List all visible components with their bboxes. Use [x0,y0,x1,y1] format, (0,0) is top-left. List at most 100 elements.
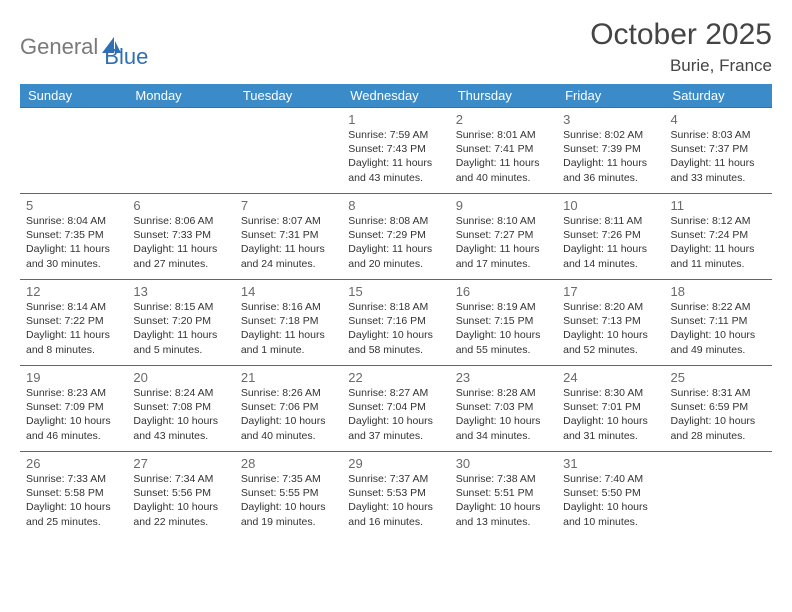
day-details: Sunrise: 8:03 AMSunset: 7:37 PMDaylight:… [671,128,766,185]
day-cell: 10Sunrise: 8:11 AMSunset: 7:26 PMDayligh… [557,194,664,280]
day-number: 22 [348,370,443,385]
day-details: Sunrise: 8:30 AMSunset: 7:01 PMDaylight:… [563,386,658,443]
day-cell: 14Sunrise: 8:16 AMSunset: 7:18 PMDayligh… [235,280,342,366]
day-number: 2 [456,112,551,127]
day-cell: 21Sunrise: 8:26 AMSunset: 7:06 PMDayligh… [235,366,342,452]
logo-word-1: General [20,34,98,60]
day-number: 15 [348,284,443,299]
day-cell: 12Sunrise: 8:14 AMSunset: 7:22 PMDayligh… [20,280,127,366]
logo: General Blue [20,18,148,70]
month-title: October 2025 [590,18,772,52]
day-details: Sunrise: 7:37 AMSunset: 5:53 PMDaylight:… [348,472,443,529]
day-number: 26 [26,456,121,471]
weekday-header: Friday [557,84,664,108]
day-number: 17 [563,284,658,299]
weekday-header: Monday [127,84,234,108]
day-number: 3 [563,112,658,127]
day-cell: 2Sunrise: 8:01 AMSunset: 7:41 PMDaylight… [450,108,557,194]
weekday-header-row: SundayMondayTuesdayWednesdayThursdayFrid… [20,84,772,108]
day-details: Sunrise: 7:34 AMSunset: 5:56 PMDaylight:… [133,472,228,529]
day-number: 13 [133,284,228,299]
day-details: Sunrise: 8:20 AMSunset: 7:13 PMDaylight:… [563,300,658,357]
day-details: Sunrise: 8:16 AMSunset: 7:18 PMDaylight:… [241,300,336,357]
logo-word-2: Blue [104,24,148,70]
day-details: Sunrise: 8:04 AMSunset: 7:35 PMDaylight:… [26,214,121,271]
day-details: Sunrise: 8:19 AMSunset: 7:15 PMDaylight:… [456,300,551,357]
empty-cell [127,108,234,194]
day-details: Sunrise: 8:26 AMSunset: 7:06 PMDaylight:… [241,386,336,443]
week-row: 1Sunrise: 7:59 AMSunset: 7:43 PMDaylight… [20,108,772,194]
day-details: Sunrise: 7:38 AMSunset: 5:51 PMDaylight:… [456,472,551,529]
day-number: 16 [456,284,551,299]
day-cell: 26Sunrise: 7:33 AMSunset: 5:58 PMDayligh… [20,452,127,538]
day-number: 5 [26,198,121,213]
weekday-header: Tuesday [235,84,342,108]
weekday-header: Saturday [665,84,772,108]
day-number: 1 [348,112,443,127]
day-cell: 17Sunrise: 8:20 AMSunset: 7:13 PMDayligh… [557,280,664,366]
day-number: 30 [456,456,551,471]
day-number: 10 [563,198,658,213]
top-bar: General Blue October 2025 Burie, France [20,18,772,76]
week-row: 5Sunrise: 8:04 AMSunset: 7:35 PMDaylight… [20,194,772,280]
calendar-body: 1Sunrise: 7:59 AMSunset: 7:43 PMDaylight… [20,108,772,538]
day-cell: 22Sunrise: 8:27 AMSunset: 7:04 PMDayligh… [342,366,449,452]
empty-cell [235,108,342,194]
day-cell: 31Sunrise: 7:40 AMSunset: 5:50 PMDayligh… [557,452,664,538]
day-cell: 27Sunrise: 7:34 AMSunset: 5:56 PMDayligh… [127,452,234,538]
day-details: Sunrise: 8:22 AMSunset: 7:11 PMDaylight:… [671,300,766,357]
location: Burie, France [590,56,772,76]
day-number: 29 [348,456,443,471]
day-cell: 9Sunrise: 8:10 AMSunset: 7:27 PMDaylight… [450,194,557,280]
day-details: Sunrise: 8:06 AMSunset: 7:33 PMDaylight:… [133,214,228,271]
day-number: 27 [133,456,228,471]
day-details: Sunrise: 8:01 AMSunset: 7:41 PMDaylight:… [456,128,551,185]
day-cell: 11Sunrise: 8:12 AMSunset: 7:24 PMDayligh… [665,194,772,280]
day-cell: 5Sunrise: 8:04 AMSunset: 7:35 PMDaylight… [20,194,127,280]
day-details: Sunrise: 8:08 AMSunset: 7:29 PMDaylight:… [348,214,443,271]
day-details: Sunrise: 8:31 AMSunset: 6:59 PMDaylight:… [671,386,766,443]
day-cell: 16Sunrise: 8:19 AMSunset: 7:15 PMDayligh… [450,280,557,366]
day-details: Sunrise: 8:18 AMSunset: 7:16 PMDaylight:… [348,300,443,357]
day-details: Sunrise: 8:23 AMSunset: 7:09 PMDaylight:… [26,386,121,443]
day-details: Sunrise: 8:14 AMSunset: 7:22 PMDaylight:… [26,300,121,357]
day-number: 23 [456,370,551,385]
day-number: 31 [563,456,658,471]
day-cell: 7Sunrise: 8:07 AMSunset: 7:31 PMDaylight… [235,194,342,280]
day-number: 25 [671,370,766,385]
day-cell: 29Sunrise: 7:37 AMSunset: 5:53 PMDayligh… [342,452,449,538]
day-details: Sunrise: 7:59 AMSunset: 7:43 PMDaylight:… [348,128,443,185]
weekday-header: Wednesday [342,84,449,108]
day-number: 4 [671,112,766,127]
day-cell: 19Sunrise: 8:23 AMSunset: 7:09 PMDayligh… [20,366,127,452]
day-number: 20 [133,370,228,385]
day-details: Sunrise: 8:07 AMSunset: 7:31 PMDaylight:… [241,214,336,271]
day-number: 19 [26,370,121,385]
day-cell: 28Sunrise: 7:35 AMSunset: 5:55 PMDayligh… [235,452,342,538]
day-details: Sunrise: 8:02 AMSunset: 7:39 PMDaylight:… [563,128,658,185]
day-details: Sunrise: 8:15 AMSunset: 7:20 PMDaylight:… [133,300,228,357]
day-cell: 23Sunrise: 8:28 AMSunset: 7:03 PMDayligh… [450,366,557,452]
day-details: Sunrise: 8:24 AMSunset: 7:08 PMDaylight:… [133,386,228,443]
day-cell: 20Sunrise: 8:24 AMSunset: 7:08 PMDayligh… [127,366,234,452]
title-block: October 2025 Burie, France [590,18,772,76]
day-details: Sunrise: 7:33 AMSunset: 5:58 PMDaylight:… [26,472,121,529]
day-cell: 6Sunrise: 8:06 AMSunset: 7:33 PMDaylight… [127,194,234,280]
empty-cell [20,108,127,194]
day-cell: 18Sunrise: 8:22 AMSunset: 7:11 PMDayligh… [665,280,772,366]
day-details: Sunrise: 8:10 AMSunset: 7:27 PMDaylight:… [456,214,551,271]
day-details: Sunrise: 8:28 AMSunset: 7:03 PMDaylight:… [456,386,551,443]
day-cell: 13Sunrise: 8:15 AMSunset: 7:20 PMDayligh… [127,280,234,366]
day-cell: 3Sunrise: 8:02 AMSunset: 7:39 PMDaylight… [557,108,664,194]
empty-cell [665,452,772,538]
day-cell: 24Sunrise: 8:30 AMSunset: 7:01 PMDayligh… [557,366,664,452]
day-details: Sunrise: 8:11 AMSunset: 7:26 PMDaylight:… [563,214,658,271]
page: General Blue October 2025 Burie, France … [0,0,792,548]
day-number: 9 [456,198,551,213]
day-cell: 8Sunrise: 8:08 AMSunset: 7:29 PMDaylight… [342,194,449,280]
day-cell: 4Sunrise: 8:03 AMSunset: 7:37 PMDaylight… [665,108,772,194]
day-cell: 1Sunrise: 7:59 AMSunset: 7:43 PMDaylight… [342,108,449,194]
day-details: Sunrise: 8:12 AMSunset: 7:24 PMDaylight:… [671,214,766,271]
day-details: Sunrise: 7:40 AMSunset: 5:50 PMDaylight:… [563,472,658,529]
day-number: 11 [671,198,766,213]
